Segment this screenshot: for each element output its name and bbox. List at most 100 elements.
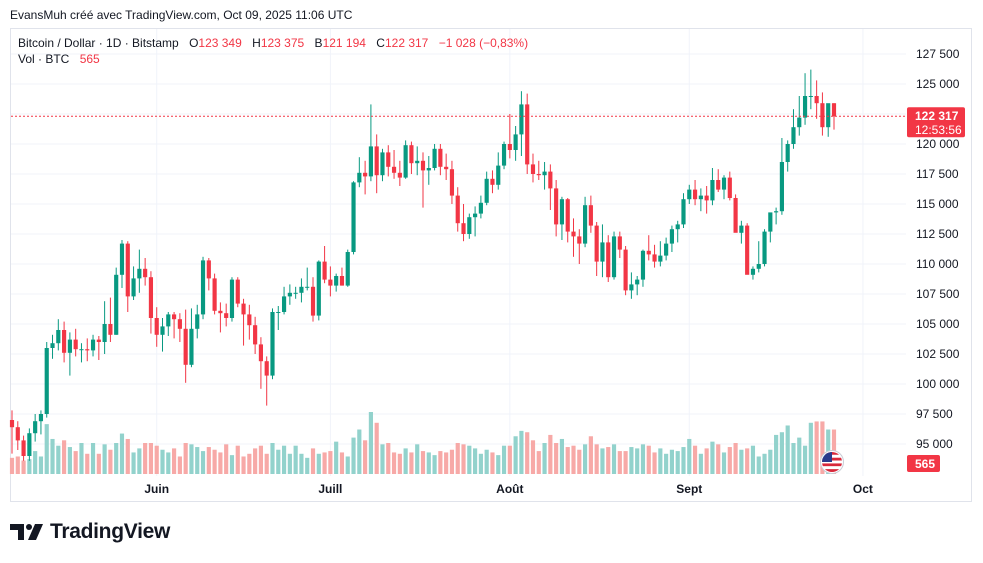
volume-bar-70	[415, 444, 420, 474]
candle-104	[611, 231, 617, 280]
y-tick-label-7: 110 000	[916, 257, 959, 271]
candle-25	[154, 307, 159, 347]
volume-bar-39	[235, 445, 240, 474]
candle-70	[415, 146, 420, 176]
candle-13	[85, 338, 90, 362]
candle-121	[710, 168, 715, 206]
volume-bar-67	[397, 453, 402, 474]
candle-102	[600, 224, 605, 278]
y-tick-label-8: 107 500	[916, 287, 960, 301]
x-tick-label-1: Juill	[318, 482, 342, 496]
candle-19	[119, 240, 125, 288]
volume-bar-33	[200, 451, 206, 474]
candle-77	[455, 187, 460, 232]
candle-101	[594, 222, 599, 276]
volume-bar-5	[38, 456, 44, 474]
volume-bar-107	[629, 447, 634, 474]
candle-42	[253, 316, 258, 354]
candle-11	[73, 328, 78, 357]
candle-40	[241, 298, 246, 346]
x-tick-label-4: Oct	[853, 482, 873, 496]
low-value: 121 194	[322, 36, 366, 50]
volume-bar-94	[554, 443, 559, 474]
volume-bar-87	[513, 436, 518, 474]
open-value: 123 349	[198, 36, 242, 50]
tradingview-brand[interactable]: TradingView	[10, 520, 170, 544]
volume-bar-40	[241, 456, 246, 474]
volume-bar-18	[114, 443, 119, 474]
volume-bar-137	[802, 445, 808, 474]
volume-bar-56	[334, 441, 339, 474]
volume-bar-27	[166, 452, 171, 474]
candle-82	[484, 171, 489, 206]
candle-115	[675, 220, 680, 243]
volume-bar-57	[339, 452, 345, 474]
candle-141	[826, 103, 831, 137]
volume-bar-130	[762, 453, 767, 474]
candle-80	[473, 206, 478, 237]
volume-bar-135	[791, 443, 796, 474]
candle-27	[166, 312, 171, 336]
candle-105	[617, 231, 622, 258]
candle-2	[21, 435, 26, 461]
candle-69	[409, 141, 414, 174]
volume-bar-60	[357, 429, 362, 474]
x-tick-label-0: Juin	[144, 482, 169, 496]
volume-bar-134	[785, 425, 790, 474]
candle-129	[756, 241, 761, 273]
volume-bar-104	[611, 444, 617, 474]
candle-74	[438, 144, 443, 176]
candle-28	[172, 312, 177, 339]
candle-7	[50, 334, 55, 359]
candle-90	[530, 153, 536, 183]
candle-31	[189, 308, 194, 368]
volume-bar-36	[218, 452, 223, 474]
volume-bar-25	[154, 445, 159, 474]
close-value: 122 317	[384, 36, 429, 50]
volume-bar-53	[316, 453, 321, 474]
symbol-label: Bitcoin / Dollar · 1D · Bitstamp	[18, 36, 179, 50]
candle-1	[15, 421, 20, 450]
volume-bar-41	[247, 453, 252, 474]
grid-lines	[11, 29, 906, 476]
volume-bar-79	[467, 445, 472, 474]
volume-bar-30	[183, 443, 188, 474]
candle-38	[229, 277, 235, 322]
volume-bar-47	[281, 445, 287, 474]
candle-51	[305, 267, 310, 291]
candle-41	[247, 304, 252, 340]
volume-bar-111	[652, 452, 657, 474]
candle-20	[125, 241, 130, 312]
volume-bar-13	[85, 453, 90, 474]
volume-badge-text: 565	[915, 457, 935, 471]
candle-126	[739, 220, 744, 244]
candle-84	[496, 152, 501, 190]
volume-bar-8	[56, 445, 61, 474]
candle-86	[507, 114, 512, 159]
volume-bar-115	[675, 451, 680, 474]
volume-bar-48	[287, 453, 292, 474]
volume-bar-50	[299, 453, 304, 474]
volume-bar-131	[768, 449, 773, 474]
last-price-text: 122 317	[915, 109, 959, 123]
x-tick-label-2: Août	[496, 482, 523, 496]
candle-75	[444, 153, 449, 180]
volume-bar-95	[559, 438, 565, 474]
volume-bar-112	[658, 448, 663, 474]
candle-123	[721, 175, 727, 200]
candle-114	[669, 225, 674, 252]
us-flag-icon[interactable]	[820, 450, 844, 474]
y-tick-label-12: 97 500	[916, 407, 953, 421]
candle-34	[206, 258, 211, 291]
volume-bar-76	[449, 449, 455, 474]
volume-bar-84	[496, 455, 501, 474]
candle-15	[96, 336, 101, 360]
candle-60	[357, 157, 362, 188]
candle-18	[114, 267, 119, 335]
candle-130	[762, 229, 767, 267]
candle-12	[79, 343, 84, 363]
y-tick-label-5: 115 000	[916, 197, 959, 211]
